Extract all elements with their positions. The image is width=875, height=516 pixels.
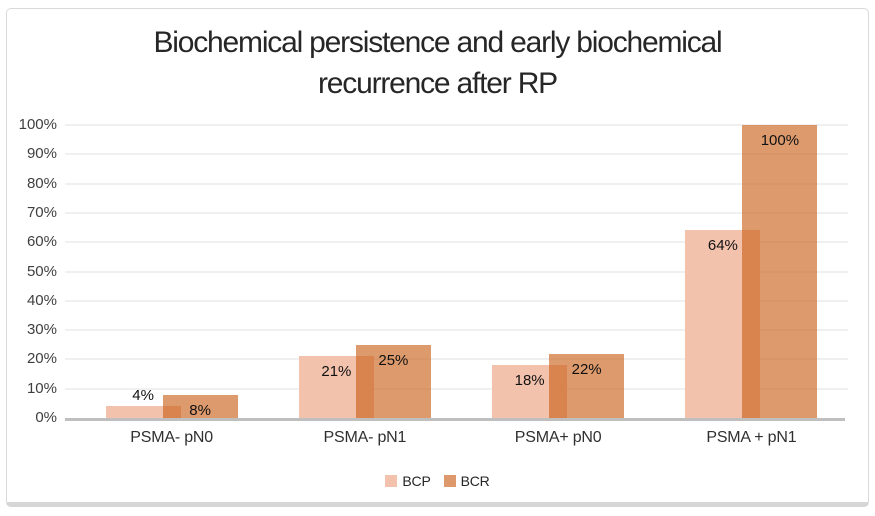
data-label-bcr-3: 100% — [760, 132, 800, 149]
gridline-50 — [65, 270, 848, 273]
y-tick-label-30pct: 30% — [26, 321, 57, 339]
data-label-bcp-2: 18% — [514, 372, 545, 390]
bar-bcr-1: 25% — [355, 344, 431, 418]
y-tick-label-50pct: 50% — [26, 262, 57, 280]
y-tick-label-20pct: 20% — [26, 350, 57, 368]
bar-pair-0: 4% 8% — [105, 125, 238, 419]
legend-swatch-bcr — [443, 475, 456, 487]
gridline-10 — [65, 387, 848, 390]
chart-title: Biochemical persistence and early bioche… — [0, 22, 875, 104]
bar-bcr-3: 100% — [742, 125, 818, 418]
bar-group-2: 18% 22% — [462, 125, 655, 418]
data-label-bcp-0: 4% — [132, 387, 154, 405]
legend-label-bcr: BCR — [460, 473, 490, 489]
gridline-70 — [65, 211, 848, 214]
y-tick-label-80pct: 80% — [26, 174, 57, 192]
plot-area: 4% 8% 21% 25% 18% 22% 64% 100% — [65, 124, 848, 421]
legend-item-bcr: BCR — [443, 473, 490, 489]
bar-pair-1: 21% 25% — [298, 125, 431, 418]
y-axis: 0% 10% 20% 30% 40% 50% 60% 70% 80% 90% 100% — [0, 116, 57, 426]
bar-bcr-0: 8% — [162, 394, 238, 419]
category-label-2: PSMA+ pN0 — [514, 429, 602, 446]
gridline-80 — [65, 182, 848, 185]
legend-swatch-bcp — [385, 475, 398, 487]
chart-title-line-2: recurrence after RP — [318, 67, 558, 100]
category-label-3: PSMA + pN1 — [706, 429, 797, 446]
y-tick-label-40pct: 40% — [26, 291, 57, 309]
y-tick-label-60pct: 60% — [26, 233, 57, 251]
gridline-60 — [65, 241, 848, 244]
data-label-bcp-3: 64% — [707, 237, 738, 255]
bar-groups: 4% 8% 21% 25% 18% 22% 64% 100% — [75, 125, 848, 419]
y-tick-label-100pct: 100% — [18, 116, 57, 133]
y-tick-label-0pct: 0% — [35, 409, 57, 426]
data-label-bcr-1: 25% — [378, 351, 409, 369]
legend: BCP BCR — [0, 473, 875, 489]
y-tick-label-90pct: 90% — [26, 145, 57, 163]
y-tick-label-10pct: 10% — [26, 379, 57, 397]
legend-label-bcp: BCP — [402, 473, 431, 489]
data-label-bcp-1: 21% — [321, 363, 352, 381]
category-label-1: PSMA- pN1 — [323, 429, 407, 446]
bar-pair-3: 64% 100% — [685, 125, 818, 418]
bar-bcr-2: 22% — [549, 353, 625, 418]
x-axis-line — [65, 418, 845, 421]
bar-group-1: 21% 25% — [268, 125, 461, 418]
chart-title-line-1: Biochemical persistence and early bioche… — [153, 26, 723, 59]
data-label-bcr-0: 8% — [189, 401, 211, 419]
bar-group-0: 4% 8% — [75, 125, 268, 419]
gridline-20 — [65, 358, 848, 361]
bar-bcp-0: 4% — [105, 387, 181, 418]
gridline-100 — [65, 124, 848, 126]
gridline-90 — [65, 153, 848, 156]
category-label-0: PSMA- pN0 — [130, 429, 213, 446]
bar-group-3: 64% 100% — [655, 125, 848, 418]
bar-pair-2: 18% 22% — [492, 125, 625, 418]
legend-item-bcp: BCP — [385, 473, 431, 489]
gridline-40 — [65, 299, 848, 302]
x-axis-labels: PSMA- pN0 PSMA- pN1 PSMA+ pN0 PSMA + pN1 — [75, 429, 848, 447]
y-tick-label-70pct: 70% — [26, 203, 57, 221]
gridline-30 — [65, 329, 848, 332]
data-label-bcr-2: 22% — [571, 360, 602, 378]
